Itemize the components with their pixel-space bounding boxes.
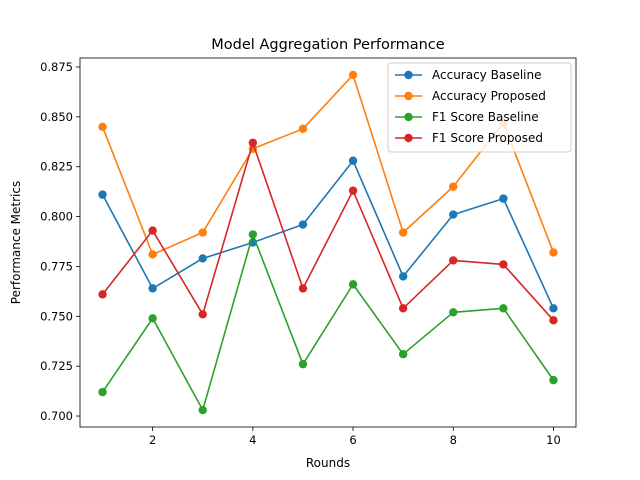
legend-label: F1 Score Proposed bbox=[432, 131, 543, 145]
x-tick-label: 4 bbox=[249, 433, 256, 447]
data-point bbox=[348, 70, 358, 80]
data-point bbox=[98, 190, 107, 199]
y-tick-label: 0.775 bbox=[40, 259, 73, 273]
legend-label: Accuracy Proposed bbox=[432, 89, 546, 103]
legend-marker bbox=[404, 70, 413, 80]
x-tick-label: 2 bbox=[149, 433, 156, 447]
data-point bbox=[198, 405, 207, 415]
data-point bbox=[198, 254, 207, 263]
x-tick-label: 10 bbox=[546, 433, 561, 447]
data-point bbox=[398, 349, 408, 359]
series-line bbox=[101, 141, 555, 321]
data-point bbox=[98, 290, 107, 299]
data-point bbox=[549, 375, 558, 385]
y-tick-label: 0.700 bbox=[40, 409, 73, 423]
data-point bbox=[499, 260, 508, 269]
data-point bbox=[449, 210, 458, 219]
data-point bbox=[198, 228, 207, 237]
series-3 bbox=[98, 230, 558, 415]
legend-item: F1 Score Baseline bbox=[395, 110, 539, 124]
data-point bbox=[148, 284, 157, 293]
legend-item: Accuracy Baseline bbox=[395, 68, 541, 82]
data-point bbox=[398, 304, 408, 313]
y-tick-label: 0.725 bbox=[40, 359, 73, 373]
ticks-layer: 2 4 6 8 10 0.700 0.725 0.750 0.775 0.800 0.825 0.85… bbox=[40, 60, 561, 447]
data-point bbox=[449, 182, 458, 191]
data-point bbox=[248, 138, 258, 147]
data-point bbox=[348, 280, 358, 289]
data-point bbox=[298, 284, 308, 293]
legend-label: Accuracy Baseline bbox=[432, 68, 541, 82]
x-tick-label: 8 bbox=[450, 433, 457, 447]
y-axis-label: Performance Metrics bbox=[9, 181, 23, 304]
data-point bbox=[398, 272, 408, 281]
x-axis-label: Rounds bbox=[306, 456, 350, 470]
y-tick-label: 0.875 bbox=[40, 60, 73, 74]
data-point bbox=[348, 156, 358, 165]
data-point bbox=[499, 194, 508, 203]
data-point bbox=[148, 226, 157, 235]
series-line bbox=[101, 233, 555, 411]
y-tick-label: 0.750 bbox=[40, 309, 73, 323]
data-point bbox=[449, 308, 458, 317]
legend: Accuracy Baseline Accuracy Proposed F1 Sco… bbox=[387, 62, 572, 153]
x-tick-label: 6 bbox=[349, 433, 356, 447]
plot-area-frame bbox=[79, 57, 577, 428]
legend-marker bbox=[404, 112, 413, 122]
legend-item: Accuracy Proposed bbox=[395, 89, 546, 103]
legend-marker bbox=[404, 91, 413, 101]
data-point bbox=[248, 230, 258, 239]
data-point bbox=[298, 359, 308, 369]
series-line bbox=[101, 74, 555, 256]
data-point bbox=[98, 387, 107, 397]
data-point bbox=[348, 186, 358, 195]
data-point bbox=[298, 220, 308, 229]
legend-box bbox=[387, 62, 572, 153]
legend-item: F1 Score Proposed bbox=[395, 131, 543, 145]
series-layer bbox=[98, 70, 558, 415]
chart-title: Model Aggregation Performance bbox=[211, 37, 444, 53]
data-point bbox=[549, 316, 558, 325]
series-1 bbox=[98, 156, 558, 313]
data-point bbox=[298, 124, 308, 134]
data-point bbox=[198, 310, 207, 319]
series-line bbox=[101, 159, 555, 309]
data-point bbox=[549, 248, 558, 257]
legend-marker bbox=[404, 133, 413, 143]
data-point bbox=[148, 314, 157, 323]
data-point bbox=[449, 256, 458, 265]
data-point bbox=[148, 250, 157, 259]
y-tick-label: 0.850 bbox=[40, 110, 73, 124]
data-point bbox=[98, 122, 107, 132]
data-point bbox=[499, 304, 508, 313]
data-point bbox=[549, 304, 558, 313]
y-tick-label: 0.825 bbox=[40, 160, 73, 174]
series-4 bbox=[98, 138, 558, 325]
data-point bbox=[398, 228, 408, 237]
y-tick-label: 0.800 bbox=[40, 210, 73, 224]
legend-label: F1 Score Baseline bbox=[432, 110, 539, 124]
